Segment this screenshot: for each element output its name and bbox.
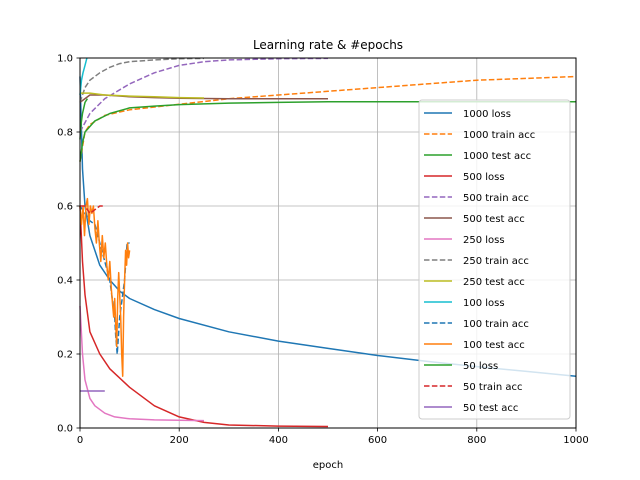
x-tick-label: 600 <box>368 435 387 446</box>
legend-label: 50 test acc <box>463 403 518 414</box>
series-line-50-loss <box>79 98 89 140</box>
series-line-250-loss <box>79 305 205 422</box>
y-tick-label: 0.8 <box>57 128 73 139</box>
series-line-100-test-acc <box>79 197 131 377</box>
series-line-1000-test-acc <box>79 100 576 162</box>
plot-area-frame <box>79 57 577 429</box>
legend-label: 1000 test acc <box>463 151 531 162</box>
series-lines <box>79 57 577 428</box>
series-line-250-train-acc <box>79 57 205 103</box>
legend-label: 500 train acc <box>463 193 529 204</box>
legend-label: 500 loss <box>463 172 505 183</box>
x-tick-label: 200 <box>170 435 189 446</box>
legend-label: 100 train acc <box>463 319 529 330</box>
legend-label: 50 loss <box>463 361 498 372</box>
series-line-100-train-acc <box>79 205 130 355</box>
x-axis-label: epoch <box>313 460 343 471</box>
legend-label: 250 train acc <box>463 256 529 267</box>
legend-label: 250 test acc <box>463 277 525 288</box>
legend-label: 100 test acc <box>463 340 525 351</box>
x-tick-label: 400 <box>269 435 288 446</box>
y-tick-label: 0.2 <box>57 350 73 361</box>
legend-label: 50 train acc <box>463 382 522 393</box>
y-tick-label: 1.0 <box>57 54 73 65</box>
chart-title: Learning rate & #epochs <box>253 38 403 52</box>
x-tick-label: 1000 <box>563 435 588 446</box>
series-line-250-test-acc <box>80 92 205 99</box>
axis-ticks: 0 200 400 600 800 1000 0.0 0.2 0.4 0.6 0.8 1.0 <box>57 54 589 447</box>
legend-label: 100 loss <box>463 298 505 309</box>
legend-label: 1000 train acc <box>463 130 535 141</box>
y-tick-label: 0.4 <box>57 276 73 287</box>
series-line-500-train-acc <box>79 57 329 133</box>
y-tick-label: 0.0 <box>57 424 73 435</box>
series-line-500-loss <box>79 205 329 428</box>
series-line-100-loss <box>79 57 88 96</box>
series-line-50-train-acc <box>80 205 105 215</box>
x-tick-label: 800 <box>467 435 486 446</box>
legend-box <box>418 99 571 420</box>
legend: 1000 loss 1000 train acc 1000 test acc 500 … <box>418 99 571 420</box>
legend-label: 500 test acc <box>463 214 525 225</box>
legend-label: 250 loss <box>463 235 505 246</box>
series-line-500-test-acc <box>79 94 328 104</box>
x-tick-label: 0 <box>77 435 83 446</box>
y-tick-label: 0.6 <box>57 202 73 213</box>
legend-label: 1000 loss <box>463 109 511 120</box>
